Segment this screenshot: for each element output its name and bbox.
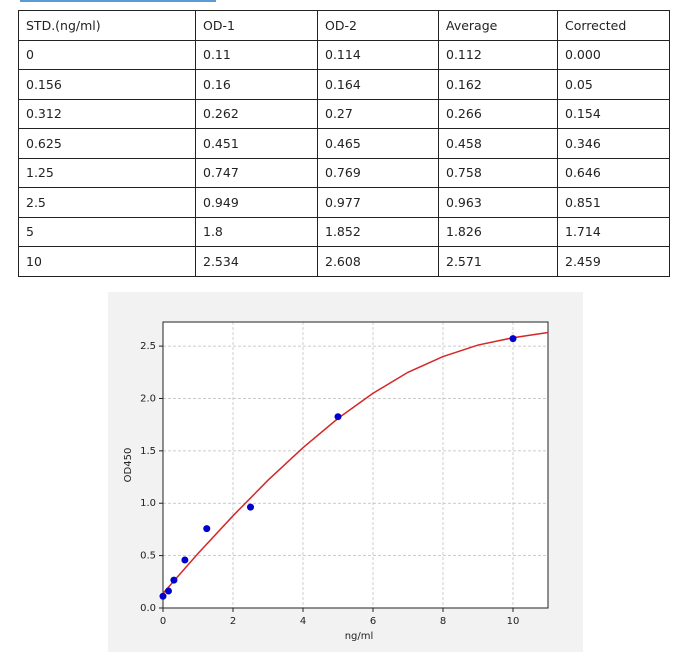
y-tick-label: 0.0 — [140, 603, 156, 614]
cell: 0.16 — [195, 69, 318, 100]
x-tick-label: 0 — [160, 616, 166, 627]
cell: 0.000 — [557, 39, 670, 70]
cell: 0.266 — [438, 98, 558, 129]
x-tick-label: 4 — [300, 616, 306, 627]
data-point — [159, 592, 167, 600]
cell: 2.534 — [195, 246, 318, 277]
cell: OD-1 — [195, 10, 318, 41]
table-row: 0 0.11 0.114 0.112 0.000 — [18, 39, 670, 70]
table-row: 2.5 0.949 0.977 0.963 0.851 — [18, 187, 670, 218]
header-row: STD.(ng/ml) OD-1 OD-2 Average Corrected — [18, 10, 670, 41]
cell: 0.262 — [195, 98, 318, 129]
cell: 2.608 — [317, 246, 439, 277]
link-underline — [20, 0, 216, 2]
cell: 2.459 — [557, 246, 670, 277]
cell: 0.625 — [18, 128, 196, 159]
y-axis-label: OD450 — [123, 448, 134, 483]
cell: 1.714 — [557, 216, 670, 247]
cell: Corrected — [557, 10, 670, 41]
y-tick-label: 1.5 — [140, 446, 156, 457]
table-row: 0.156 0.16 0.164 0.162 0.05 — [18, 69, 670, 100]
x-tick-label: 6 — [370, 616, 376, 627]
table-row: 10 2.534 2.608 2.571 2.459 — [18, 246, 670, 277]
cell: 0.164 — [317, 69, 439, 100]
data-point — [181, 556, 189, 564]
cell: 5 — [18, 216, 196, 247]
cell: STD.(ng/ml) — [18, 10, 196, 41]
y-tick-label: 1.0 — [140, 498, 156, 509]
cell: 0.114 — [317, 39, 439, 70]
cell: 0.162 — [438, 69, 558, 100]
cell: 0.465 — [317, 128, 439, 159]
cell: 1.852 — [317, 216, 439, 247]
cell: 0.156 — [18, 69, 196, 100]
cell: 0.747 — [195, 157, 318, 188]
cell: 1.25 — [18, 157, 196, 188]
cell: 0.949 — [195, 187, 318, 218]
chart: ng/ml OD450 0 2 4 6 8 10 0.0 0.5 1.0 1.5 2.0 2.5 — [108, 292, 583, 652]
cell: 1.826 — [438, 216, 558, 247]
y-tick-label: 0.5 — [140, 551, 156, 562]
fit-curve — [162, 331, 549, 594]
cell: 0.27 — [317, 98, 439, 129]
cell: 0.11 — [195, 39, 318, 70]
cell: Average — [438, 10, 558, 41]
data-point — [203, 525, 211, 533]
cell: 0.451 — [195, 128, 318, 159]
data-point — [509, 335, 517, 343]
cell: 0.851 — [557, 187, 670, 218]
cell: 0.458 — [438, 128, 558, 159]
cell: 2.571 — [438, 246, 558, 277]
table-row: 0.312 0.262 0.27 0.266 0.154 — [18, 98, 670, 129]
cell: 0.646 — [557, 157, 670, 188]
x-tick-label: 8 — [440, 616, 446, 627]
data-point — [247, 503, 254, 511]
cell: 2.5 — [18, 187, 196, 218]
cell: 0.154 — [557, 98, 670, 129]
cell: 0.963 — [438, 187, 558, 218]
data-point — [164, 587, 172, 595]
cell: 0.05 — [557, 69, 670, 100]
cell: 0.977 — [317, 187, 439, 218]
cell: 0.758 — [438, 157, 558, 188]
cell: 1.8 — [195, 216, 318, 247]
cell: 0.112 — [438, 39, 558, 70]
cell: 0.312 — [18, 98, 196, 129]
cell: 0.346 — [557, 128, 670, 159]
cell: 0.769 — [317, 157, 439, 188]
table-row: 1.25 0.747 0.769 0.758 0.646 — [18, 157, 670, 188]
x-axis-label: ng/ml — [345, 631, 374, 642]
x-tick-label: 2 — [230, 616, 236, 627]
data-point — [170, 576, 178, 584]
y-tick-label: 2.5 — [140, 341, 156, 352]
plot-area — [163, 322, 548, 608]
x-tick-label: 10 — [507, 616, 520, 627]
table-row: 0.625 0.451 0.465 0.458 0.346 — [18, 128, 670, 159]
cell: 0 — [18, 39, 196, 70]
data-point — [334, 413, 342, 421]
y-tick-label: 2.0 — [140, 393, 156, 404]
table-row: 5 1.8 1.852 1.826 1.714 — [18, 216, 670, 247]
cell: OD-2 — [317, 10, 439, 41]
data-table: STD.(ng/ml) OD-1 OD-2 Average Corrected 0 0.11… — [18, 10, 670, 277]
cell: 10 — [18, 246, 196, 277]
plot-frame — [162, 321, 549, 609]
